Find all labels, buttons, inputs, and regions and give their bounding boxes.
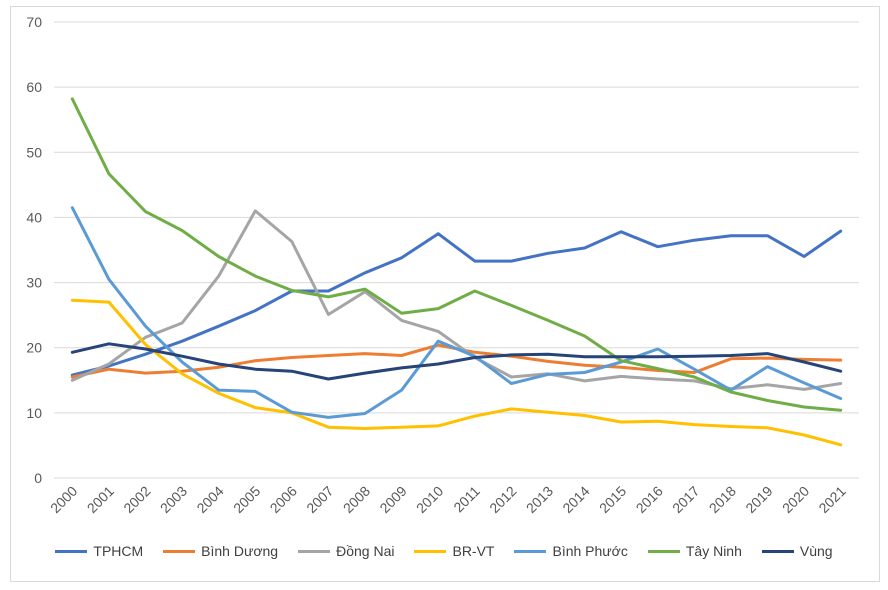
x-tick-label: 2008 (340, 483, 373, 516)
legend-label: BR-VT (452, 543, 495, 559)
legend-item: Tây Ninh (647, 543, 742, 559)
legend-swatch (761, 549, 794, 553)
x-tick-label: 2012 (486, 483, 519, 516)
legend-item: Bình Dương (163, 543, 278, 559)
x-tick-label: 2002 (120, 483, 153, 516)
legend-item: Đồng Nai (298, 543, 394, 559)
legend: TPHCM Bình Dương Đồng Nai BR-VT Bình Phước Tâ… (0, 543, 888, 559)
series-line-5 (70, 97, 843, 412)
legend-item: Vùng (761, 543, 833, 559)
x-tick-label: 2007 (303, 483, 336, 516)
y-tick-label: 10 (26, 405, 42, 421)
legend-swatch (647, 549, 680, 553)
legend-swatch (414, 549, 447, 553)
legend-label: Đồng Nai (336, 543, 395, 559)
series-line-0 (70, 229, 843, 377)
legend-item: TPHCM (55, 543, 143, 559)
legend-label: Bình Dương (201, 543, 279, 559)
legend-label: Tây Ninh (685, 543, 742, 559)
series-line-4 (70, 206, 843, 419)
x-tick-label: 2001 (84, 483, 117, 516)
y-tick-label: 0 (34, 470, 42, 486)
x-tick-label: 2018 (706, 483, 739, 516)
x-tick-label: 2009 (376, 483, 409, 516)
series-lines (70, 97, 843, 447)
legend-swatch (298, 549, 331, 553)
y-tick-label: 20 (26, 340, 42, 356)
chart-frame (10, 6, 880, 582)
x-tick-label: 2020 (779, 483, 812, 516)
legend-swatch (514, 549, 547, 553)
series-line-6 (70, 342, 843, 381)
series-line-3 (70, 298, 843, 447)
x-tick-label: 2003 (157, 483, 190, 516)
x-tick-label: 2013 (523, 483, 556, 516)
y-tick-label: 30 (26, 275, 42, 291)
legend-swatch (163, 549, 196, 553)
x-tick-label: 2006 (267, 483, 300, 516)
y-tick-label: 70 (26, 14, 42, 30)
legend-label: TPHCM (93, 543, 144, 559)
legend-label: Bình Phước (552, 543, 628, 559)
x-tick-label: 2005 (230, 483, 263, 516)
x-tick-label: 2021 (815, 483, 848, 516)
x-tick-label: 2017 (669, 483, 702, 516)
legend-label: Vùng (799, 543, 833, 559)
y-tick-label: 50 (26, 144, 42, 160)
x-tick-label: 2015 (596, 483, 629, 516)
x-axis-tick-labels: 2000 2001 2002 2003 2004 2005 2006 2007 2008 2009… (47, 483, 849, 516)
x-tick-label: 2011 (450, 483, 483, 516)
y-axis-tick-labels: 0 10 20 30 40 50 60 70 (26, 14, 42, 486)
y-tick-label: 40 (26, 209, 42, 225)
x-tick-label: 2000 (47, 483, 80, 516)
x-tick-label: 2010 (413, 483, 446, 516)
gridlines (54, 21, 859, 479)
y-tick-label: 60 (26, 79, 42, 95)
legend-item: Bình Phước (514, 543, 628, 559)
x-tick-label: 2004 (193, 483, 226, 516)
x-tick-label: 2014 (559, 483, 592, 516)
legend-swatch (55, 549, 88, 553)
x-tick-label: 2016 (633, 483, 666, 516)
legend-item: BR-VT (414, 543, 494, 559)
x-tick-label: 2019 (742, 483, 775, 516)
